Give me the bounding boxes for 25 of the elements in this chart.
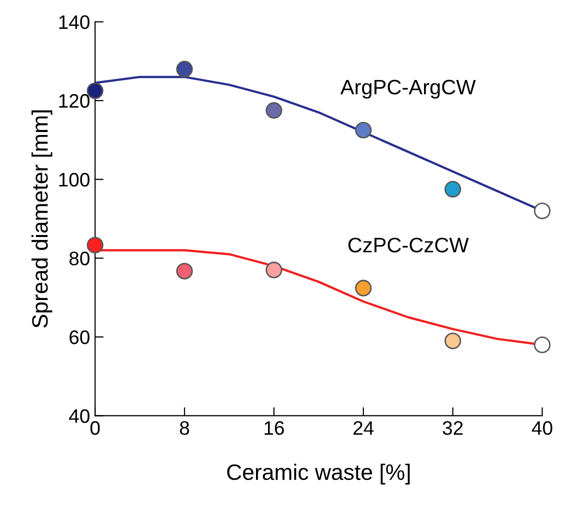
point xyxy=(444,180,462,198)
point xyxy=(266,102,282,119)
y-tick-label: 60 xyxy=(70,330,90,344)
x-tick-label: 16 xyxy=(264,421,284,435)
point xyxy=(444,332,462,350)
x-tick-label: 0 xyxy=(90,421,100,435)
point xyxy=(266,262,282,278)
x-axis-title: Ceramic waste [%] xyxy=(227,464,410,484)
y-axis-title: Spread diameter [mm] xyxy=(32,110,52,328)
y-tick-label: 40 xyxy=(69,409,90,423)
y-tick-label: 80 xyxy=(69,252,90,266)
point xyxy=(355,122,372,138)
series-label: CzPC-CzCW xyxy=(348,238,469,252)
x-tick-label: 24 xyxy=(354,421,374,435)
point xyxy=(355,280,372,296)
point xyxy=(86,236,104,254)
x-tick-label: 32 xyxy=(442,421,463,435)
point xyxy=(176,60,193,78)
series-label: ArgPC-ArgCW xyxy=(340,80,476,99)
y-tick-label: 120 xyxy=(59,94,90,108)
x-tick-label: 8 xyxy=(180,421,190,435)
x-tick-label: 40 xyxy=(532,421,552,435)
y-tick-label: 100 xyxy=(59,172,90,187)
y-tick-label: 140 xyxy=(59,15,90,30)
point xyxy=(176,262,193,280)
